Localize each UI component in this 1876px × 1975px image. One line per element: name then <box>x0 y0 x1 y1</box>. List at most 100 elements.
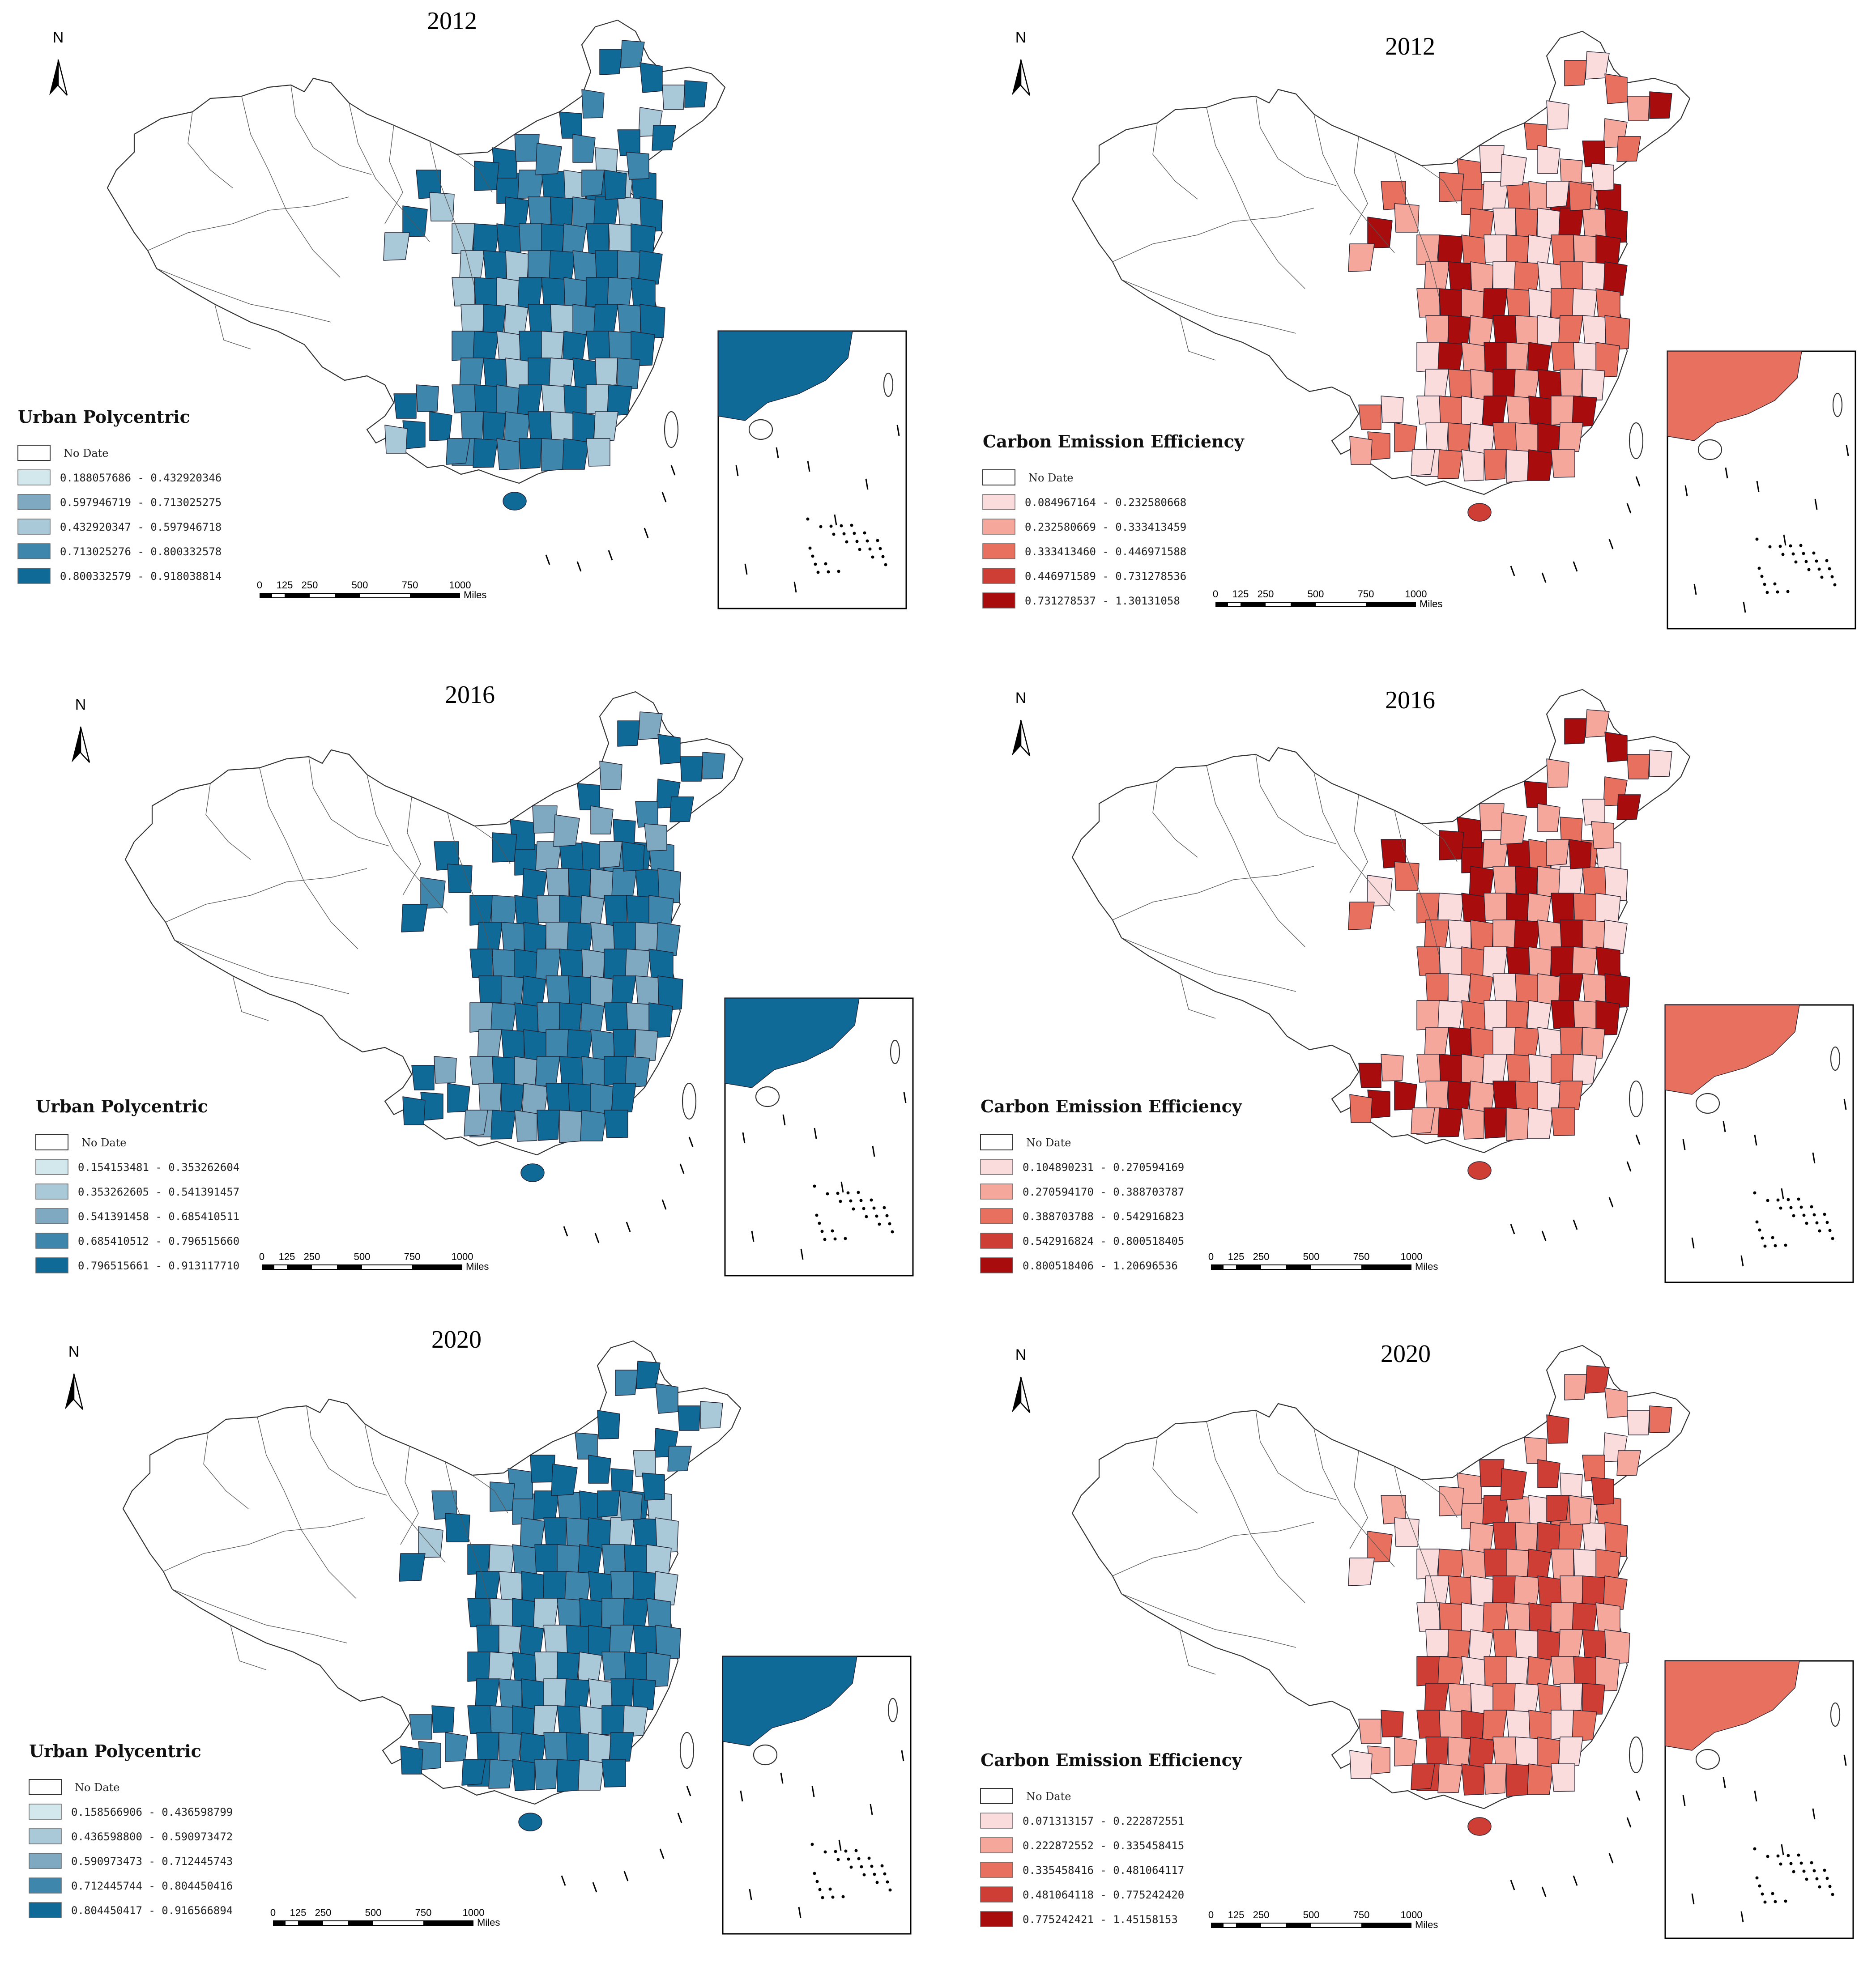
inset-island <box>855 540 859 543</box>
province-boundary <box>165 868 367 923</box>
city-region <box>512 1759 535 1791</box>
legend-class-label: 0.481064118 - 0.775242420 <box>1023 1889 1184 1901</box>
inset-island <box>834 1850 837 1853</box>
province-boundary <box>367 774 448 914</box>
city-region <box>1546 839 1569 866</box>
city-region <box>1582 140 1605 167</box>
city-region <box>1537 973 1562 1005</box>
boundary-dash <box>1541 1230 1547 1241</box>
city-region <box>530 1455 555 1483</box>
city-region <box>567 922 594 953</box>
province-boundary <box>456 154 493 193</box>
city-region <box>572 134 596 163</box>
inset-island <box>1802 1213 1806 1217</box>
city-region <box>1492 422 1517 453</box>
city-region <box>534 1759 558 1790</box>
inset-island <box>1823 1869 1826 1872</box>
legend-class-label: 0.154153481 - 0.353262604 <box>78 1161 239 1174</box>
city-region <box>1582 799 1605 826</box>
map-panel-up2012: N 2012 Urban Polycentric No Date 0.1880576… <box>0 0 938 658</box>
province-boundary <box>429 140 475 287</box>
inset-island <box>1812 551 1816 555</box>
taiwan-island <box>1629 1080 1644 1118</box>
legend-swatch <box>29 1828 62 1844</box>
city-region <box>550 196 573 229</box>
city-region <box>1537 1459 1560 1488</box>
legend-class-label: 0.713025276 - 0.800332578 <box>60 545 222 558</box>
province-boundary <box>364 1423 446 1563</box>
city-region <box>420 877 446 909</box>
city-region <box>459 250 485 279</box>
city-region <box>1616 1450 1641 1476</box>
scale-tick-label: 250 <box>304 1251 320 1262</box>
legend-class-label: 0.712445744 - 0.804450416 <box>71 1880 233 1892</box>
legend-class-label: 0.388703788 - 0.542916823 <box>1023 1210 1184 1223</box>
city-region <box>1394 1081 1417 1111</box>
inset-island <box>1818 1885 1821 1889</box>
china-choropleth-map <box>1071 30 1691 583</box>
city-region <box>1411 1107 1435 1134</box>
inset-island <box>888 1888 892 1892</box>
city-region <box>1573 342 1598 373</box>
legend-class-label: 0.353262605 - 0.541391457 <box>78 1186 239 1198</box>
inset-island <box>810 1843 814 1846</box>
city-region <box>1492 1737 1517 1767</box>
inset-island <box>1760 575 1764 578</box>
south-china-sea-inset <box>717 330 907 609</box>
inset-island <box>1789 544 1792 548</box>
province-boundary <box>400 1446 419 1545</box>
city-region <box>1416 288 1440 318</box>
inset-island <box>862 1873 866 1877</box>
city-region <box>1604 315 1630 350</box>
city-region <box>478 975 503 1003</box>
city-region <box>1582 369 1605 400</box>
city-region <box>1527 1763 1554 1795</box>
city-region <box>519 438 542 469</box>
inset-island <box>1761 1892 1764 1896</box>
inset-dash <box>807 460 810 472</box>
inset-island <box>831 1895 835 1899</box>
province-boundary <box>259 767 358 949</box>
city-region <box>499 1732 522 1764</box>
city-region <box>1514 369 1540 399</box>
city-region <box>514 134 540 162</box>
inset-island <box>1784 1899 1787 1903</box>
city-region <box>469 895 493 926</box>
city-region <box>467 1705 493 1734</box>
legend-swatch <box>980 1837 1013 1853</box>
scale-unit-label: Miles <box>477 1917 500 1928</box>
city-region <box>477 922 503 951</box>
city-region <box>546 1083 570 1114</box>
city-region <box>631 223 656 255</box>
city-region <box>476 1732 499 1763</box>
city-region <box>517 384 542 415</box>
city-region <box>1425 973 1450 1001</box>
legend-swatch <box>35 1257 68 1273</box>
province-boundary <box>203 1432 249 1509</box>
city-region <box>1527 1107 1554 1139</box>
city-region <box>1514 919 1541 950</box>
hainan-island <box>1467 503 1492 522</box>
inset-island <box>1774 1900 1777 1903</box>
city-region <box>475 1571 501 1600</box>
inset-dash <box>1723 1777 1726 1788</box>
legend-swatch <box>982 568 1015 584</box>
city-region <box>654 1571 678 1605</box>
inset-island <box>1807 568 1811 571</box>
city-region <box>473 331 499 361</box>
inset-island <box>815 1213 819 1217</box>
inset-island <box>1771 1236 1774 1239</box>
inset-island <box>862 1207 866 1210</box>
inset-island <box>1753 1191 1757 1195</box>
inset-island <box>1786 1854 1790 1857</box>
scale-tick-label: 500 <box>365 1907 382 1918</box>
city-region <box>1448 422 1471 454</box>
province-boundary <box>174 940 350 994</box>
city-region <box>1381 396 1404 423</box>
city-region <box>1573 1000 1598 1031</box>
inset-dash <box>872 1145 875 1157</box>
inset-island <box>1820 575 1824 579</box>
city-region <box>1524 1437 1547 1464</box>
city-region <box>1537 1629 1562 1661</box>
city-region <box>1546 1414 1569 1444</box>
